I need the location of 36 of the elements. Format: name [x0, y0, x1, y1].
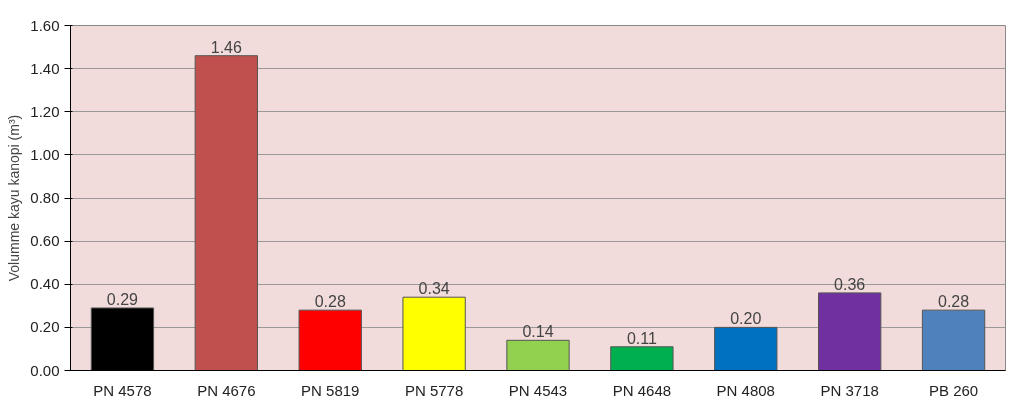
y-axis-title: Volumme kayu kanopi (m³): [6, 114, 23, 282]
y-tick-label: 1.40: [30, 59, 60, 77]
data-label: 0.36: [834, 275, 866, 293]
data-label: 0.28: [937, 293, 970, 311]
bar: [610, 346, 674, 371]
y-tick-label: 1.00: [30, 145, 60, 163]
y-tick-label: 1.60: [30, 16, 60, 34]
x-tick-label: PN 4676: [197, 381, 256, 399]
bar: [402, 296, 466, 371]
data-label: 0.14: [522, 323, 554, 341]
x-tick-label: PN 4808: [716, 381, 775, 399]
data-label: 0.28: [314, 293, 346, 311]
y-tick-label: 0.20: [30, 318, 60, 336]
bar: [194, 55, 258, 371]
data-label: 0.29: [106, 290, 139, 308]
x-tick-label: PN 4578: [93, 381, 152, 399]
data-label: 1.46: [210, 38, 243, 56]
x-tick-label: PN 4648: [612, 381, 672, 399]
y-tick-label: 1.20: [30, 102, 60, 120]
y-tick-label: 0.00: [30, 361, 60, 379]
bar: [506, 339, 570, 371]
data-label: 0.11: [626, 329, 657, 347]
y-tick-label: 0.60: [30, 232, 60, 250]
y-tick-label: 0.80: [30, 189, 60, 206]
bar: [921, 309, 986, 371]
x-tick-label: PN 4543: [508, 381, 568, 399]
y-tick-label: 0.40: [30, 275, 60, 293]
bar: [298, 309, 362, 371]
x-tick-label: PN 3718: [820, 381, 879, 399]
x-tick-label: PN 5819: [301, 381, 360, 399]
x-tick-label: PN 5778: [404, 381, 464, 399]
x-tick-label: PB 260: [928, 381, 979, 399]
data-label: 0.20: [730, 310, 762, 328]
bar: [818, 292, 882, 371]
data-label: 0.34: [418, 280, 450, 298]
bar: [714, 326, 778, 371]
